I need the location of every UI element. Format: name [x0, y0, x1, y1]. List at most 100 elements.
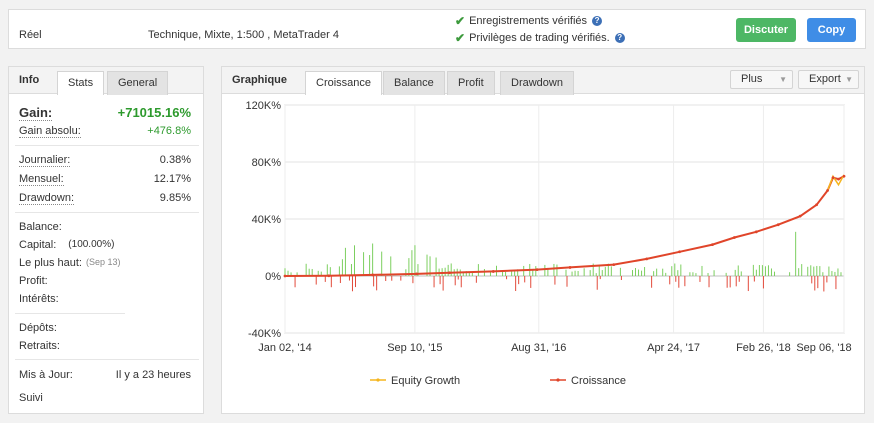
drawdown-row: Drawdown: 9.85%: [19, 192, 191, 205]
verification-privileges-label: Privilèges de trading vérifiés.: [469, 32, 610, 44]
growth-point: [645, 257, 649, 261]
tab-balance[interactable]: Balance: [383, 71, 445, 95]
help-icon[interactable]: ?: [614, 33, 625, 43]
copy-button[interactable]: Copy: [807, 18, 856, 42]
balance-label: Balance:: [19, 221, 62, 233]
verification-records: ✔ Enregistrements vérifiés ?: [455, 14, 603, 28]
y-tick-label: 0%: [265, 271, 281, 283]
monthly-row: Mensuel: 12.17%: [19, 173, 191, 186]
x-tick-label: Jan 02, '14: [258, 342, 311, 354]
capital-value: (100.00%): [68, 239, 115, 250]
gain-value: +71015.16%: [117, 105, 191, 120]
more-label: Plus: [741, 73, 763, 85]
tab-general[interactable]: General: [107, 71, 169, 95]
growth-point: [612, 263, 616, 266]
x-tick-label: Feb 26, '18: [736, 342, 791, 354]
equity-series-line: [826, 174, 845, 191]
daily-label: Journalier:: [19, 154, 71, 167]
profit-label: Profit:: [19, 275, 48, 287]
growth-point: [283, 274, 287, 278]
chevron-down-icon: ▼: [779, 75, 787, 84]
help-icon[interactable]: ?: [592, 16, 603, 26]
daily-row: Journalier: 0.38%: [19, 154, 191, 167]
abs-gain-label: Gain absolu:: [19, 125, 81, 138]
export-label: Export: [809, 73, 841, 85]
growth-point: [568, 266, 572, 269]
chevron-down-icon: ▼: [845, 75, 853, 84]
growth-point: [732, 236, 736, 239]
growth-point: [711, 243, 714, 247]
peak-date: (Sep 13): [86, 257, 121, 267]
growth-point: [842, 174, 846, 178]
chart-panel: Graphique Croissance Balance Profit Draw…: [221, 66, 865, 414]
growth-point: [754, 230, 758, 234]
info-panel: Info Stats General Gain: +71015.16% Gain…: [8, 66, 204, 414]
balance-row: Balance:: [19, 221, 191, 233]
deposits-label: Dépôts:: [19, 322, 57, 334]
divider: [15, 212, 199, 213]
withdrawals-row: Retraits:: [19, 340, 191, 352]
growth-point: [535, 268, 539, 271]
growth-point: [448, 271, 451, 275]
interest-label: Intérêts:: [19, 293, 59, 305]
growth-point: [415, 272, 418, 276]
y-tick-label: 120K%: [246, 100, 282, 112]
tab-stats[interactable]: Stats: [57, 71, 105, 95]
peak-label: Le plus haut:: [19, 257, 82, 269]
growth-point: [776, 223, 780, 227]
x-tick-label: Apr 24, '17: [647, 342, 700, 354]
chart-tabbar: Graphique Croissance Balance Profit Draw…: [222, 67, 864, 95]
check-icon: ✔: [455, 14, 466, 28]
drawdown-value: 9.85%: [159, 192, 191, 204]
export-dropdown[interactable]: Export ▼: [798, 70, 859, 89]
drawdown-label: Drawdown:: [19, 192, 75, 205]
updated-label: Mis à Jour:: [19, 369, 73, 381]
daily-value: 0.38%: [159, 154, 191, 166]
chart-title: Graphique: [232, 74, 288, 86]
divider: [15, 359, 199, 360]
interest-row: Intérêts:: [19, 293, 191, 305]
account-description: Technique, Mixte, 1:500 , MetaTrader 4: [148, 29, 339, 41]
growth-point: [831, 176, 835, 180]
x-tick-label: Aug 31, '16: [511, 342, 566, 354]
growth-point: [678, 250, 681, 254]
account-type: Réel: [19, 29, 42, 41]
withdrawals-label: Retraits:: [19, 340, 60, 352]
legend-growth-label: Croissance: [571, 375, 626, 387]
growth-point: [371, 273, 375, 277]
peak-row: Le plus haut: (Sep 13): [19, 257, 191, 269]
profit-row: Profit:: [19, 275, 191, 287]
legend-growth-marker: [556, 378, 560, 382]
monthly-label: Mensuel:: [19, 173, 64, 186]
divider: [15, 145, 199, 146]
updated-row: Mis à Jour: Il y a 23 heures: [19, 369, 191, 381]
divider: [15, 313, 125, 314]
y-tick-label: 40K%: [252, 214, 282, 226]
tab-drawdown[interactable]: Drawdown: [500, 71, 574, 95]
capital-row: Capital: (100.00%): [19, 239, 191, 251]
x-tick-label: Sep 06, '18: [796, 342, 851, 354]
info-tabbar: Info Stats General: [9, 67, 203, 95]
updated-value: Il y a 23 heures: [115, 369, 191, 381]
growth-chart: 120K% 80K% 40K% 0% -40K% Jan 02, '14 Sep 10, '…: [246, 100, 852, 387]
tab-croissance[interactable]: Croissance: [305, 71, 383, 95]
account-name-redacted: [47, 26, 149, 44]
y-tick-label: 80K%: [252, 157, 282, 169]
verification-records-label: Enregistrements vérifiés: [469, 15, 588, 27]
abs-gain-row: Gain absolu: +476.8%: [19, 125, 191, 138]
legend-equity-label: Equity Growth: [391, 375, 460, 387]
growth-point: [826, 189, 829, 192]
verification-privileges: ✔ Privilèges de trading vérifiés. ?: [455, 31, 625, 45]
growth-point: [837, 177, 840, 181]
tab-profit[interactable]: Profit: [447, 71, 495, 95]
account-header: Réel Technique, Mixte, 1:500 , MetaTrade…: [8, 9, 866, 49]
follow-label[interactable]: Suivi: [19, 392, 43, 404]
info-title: Info: [19, 74, 40, 86]
discuss-button[interactable]: Discuter: [736, 18, 796, 42]
check-icon: ✔: [455, 31, 466, 45]
abs-gain-value: +476.8%: [147, 125, 191, 137]
follow-row: Suivi: [19, 392, 191, 404]
gain-label: Gain:: [19, 105, 53, 121]
more-dropdown[interactable]: Plus ▼: [730, 70, 793, 89]
x-tick-label: Sep 10, '15: [387, 342, 442, 354]
